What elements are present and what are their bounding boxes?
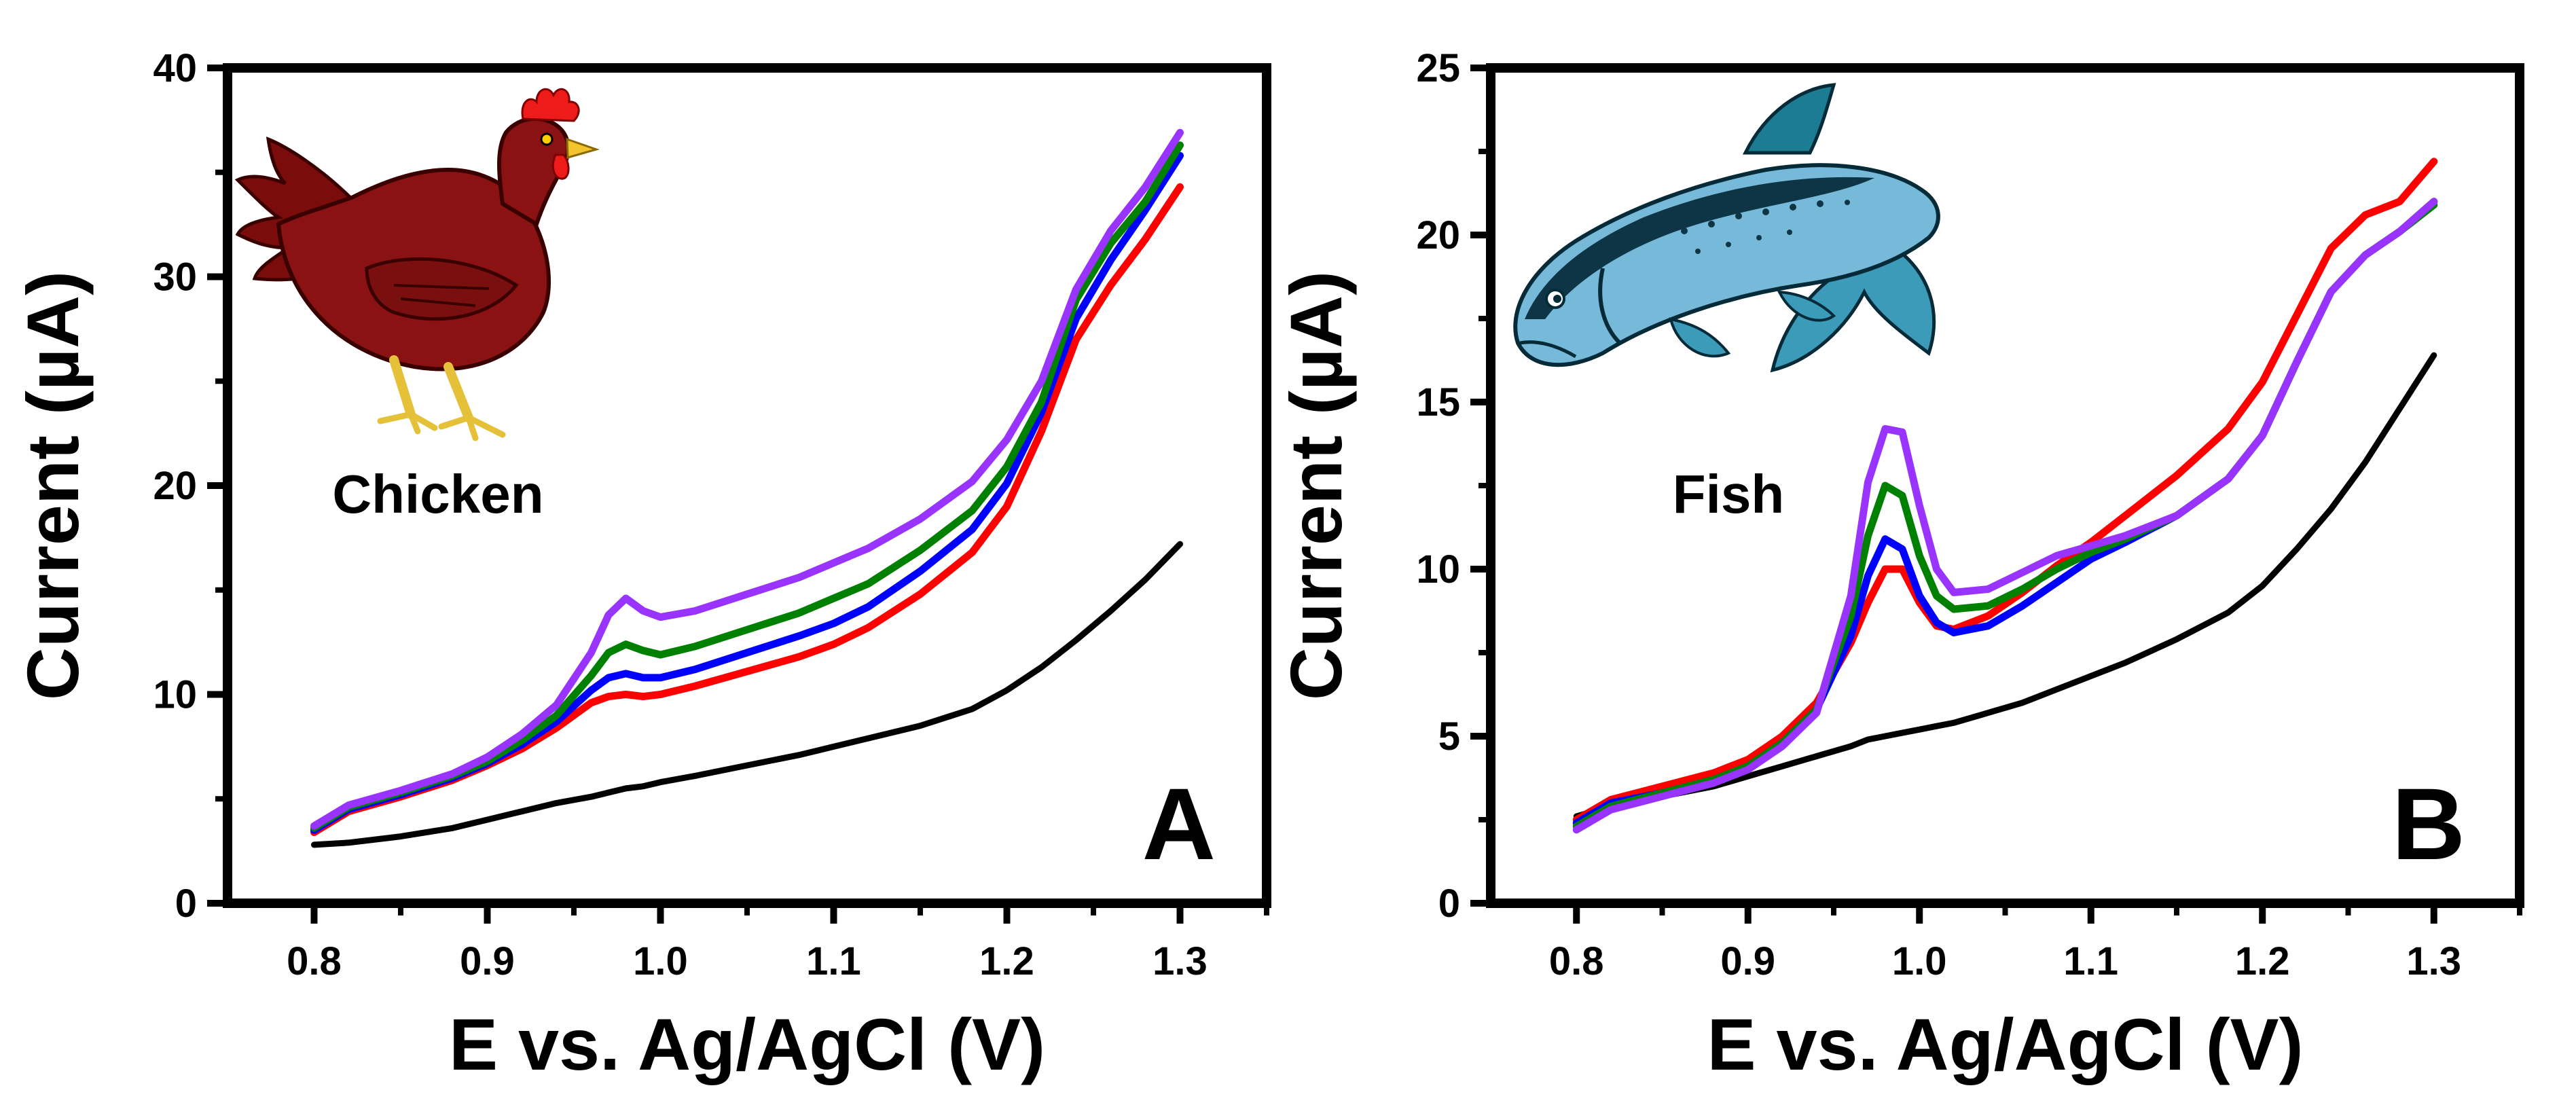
y-tick-label: 15 bbox=[1416, 380, 1460, 424]
panel-letter: B bbox=[2392, 767, 2465, 881]
y-axis-title: Current (µA) bbox=[12, 271, 94, 700]
x-tick-label: 1.3 bbox=[1153, 939, 1208, 983]
x-tick-label: 1.0 bbox=[633, 939, 688, 983]
x-tick-label: 0.8 bbox=[1549, 939, 1604, 983]
series-group bbox=[310, 128, 1184, 848]
y-tick-label: 25 bbox=[1416, 46, 1460, 90]
y-tick-label: 40 bbox=[153, 46, 197, 90]
x-tick-label: 0.9 bbox=[460, 939, 515, 983]
x-axis-title: E vs. Ag/AgCl (V) bbox=[449, 1003, 1045, 1085]
series-line-black bbox=[1573, 352, 2437, 820]
x-tick-label: 0.8 bbox=[287, 939, 342, 983]
y-tick-label: 5 bbox=[1438, 714, 1460, 759]
series-line-purple bbox=[1572, 198, 2438, 834]
x-tick-label: 0.9 bbox=[1720, 939, 1775, 983]
panel-a: 0.8 0.9 1.0 1.1 1.2 1.3 0 10 20 30 40 E vs. Ag/AgCl… bbox=[12, 46, 1271, 1085]
x-tick-label: 1.0 bbox=[1892, 939, 1947, 983]
sample-label: Fish bbox=[1673, 464, 1784, 524]
y-tick-label: 20 bbox=[1416, 213, 1460, 257]
series-group bbox=[1572, 158, 2438, 834]
y-tick-label: 10 bbox=[1416, 547, 1460, 592]
y-tick-label: 0 bbox=[1438, 882, 1460, 926]
sample-label: Chicken bbox=[332, 464, 543, 524]
y-axis-title: Current (µA) bbox=[1275, 271, 1357, 700]
y-tick-label: 10 bbox=[153, 673, 197, 717]
x-tick-label: 1.1 bbox=[806, 939, 861, 983]
x-tick-label: 1.2 bbox=[2235, 939, 2290, 983]
panel-b: 0.8 0.9 1.0 1.1 1.2 1.3 0 5 10 15 20 25 E vs. Ag/AgC… bbox=[1275, 46, 2524, 1085]
chicken-illustration bbox=[234, 88, 600, 441]
panel-letter: A bbox=[1142, 767, 1216, 881]
y-tick-label: 20 bbox=[153, 464, 197, 508]
series-line-black bbox=[311, 541, 1183, 848]
x-tick-label: 1.3 bbox=[2406, 939, 2461, 983]
fish-illustration bbox=[1513, 83, 1940, 373]
plot-frame bbox=[1486, 63, 2524, 908]
x-tick-label: 1.2 bbox=[979, 939, 1034, 983]
y-tick-label: 30 bbox=[153, 255, 197, 300]
y-tick-label: 0 bbox=[175, 882, 197, 926]
x-tick-label: 1.1 bbox=[2063, 939, 2118, 983]
series-line-purple bbox=[310, 128, 1184, 830]
x-axis-title: E vs. Ag/AgCl (V) bbox=[1707, 1003, 2303, 1085]
